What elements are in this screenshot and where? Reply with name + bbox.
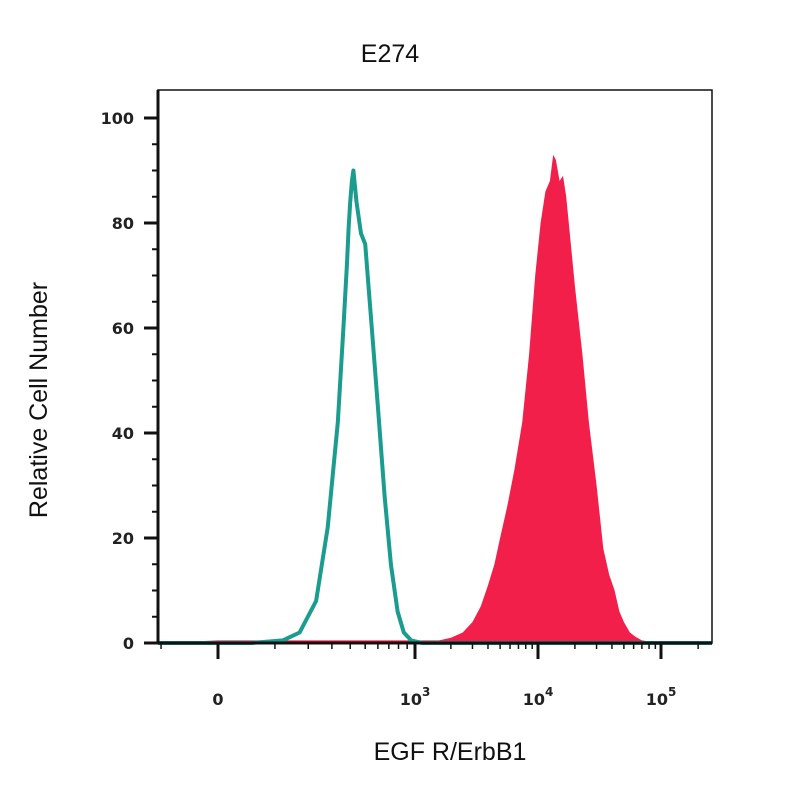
x-axis-label: EGF R/ErbB1 xyxy=(374,738,527,766)
x-tick-label: 104 xyxy=(523,685,554,709)
x-tick-label: 105 xyxy=(646,685,677,709)
y-tick-label: 40 xyxy=(112,424,134,443)
y-axis-label: Relative Cell Number xyxy=(25,282,53,518)
plot-frame xyxy=(157,89,713,644)
y-tick-label: 60 xyxy=(112,319,134,338)
histogram-series-filled xyxy=(158,154,656,644)
x-tick-label: 103 xyxy=(400,685,431,709)
histogram-series-outline xyxy=(158,168,712,645)
x-tick-exponent: 3 xyxy=(422,685,430,699)
y-tick-label: 0 xyxy=(123,634,134,653)
plot-area: 0 20 40 60 80 100 0 103 104 105 xyxy=(101,89,713,709)
x-tick-exponent: 5 xyxy=(668,685,676,699)
y-tick-label: 20 xyxy=(112,529,134,548)
chart-title: E274 xyxy=(361,40,419,68)
y-tick-label: 100 xyxy=(101,109,134,128)
y-tick-label: 80 xyxy=(112,214,134,233)
x-tick-label: 0 xyxy=(212,690,223,709)
x-tick-exponent: 4 xyxy=(545,685,553,699)
